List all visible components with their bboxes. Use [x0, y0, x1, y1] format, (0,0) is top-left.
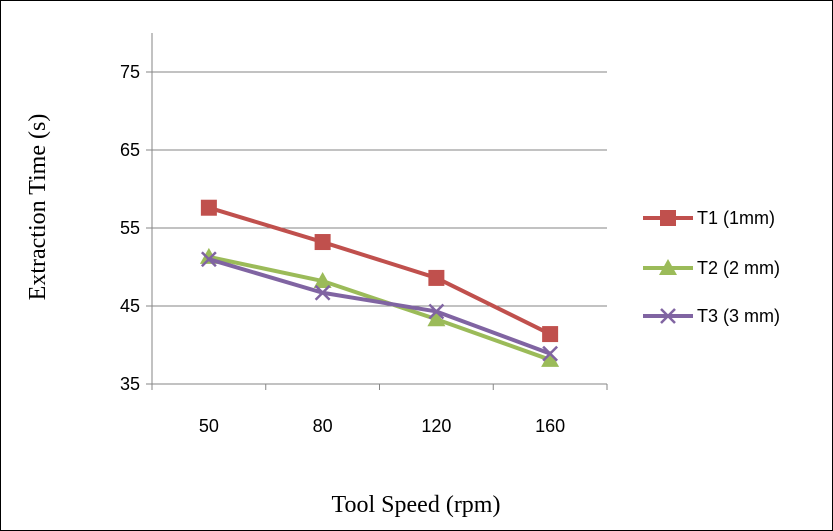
gridlines	[152, 71, 607, 385]
axis-ticks	[146, 71, 608, 390]
series-line	[208, 205, 552, 336]
x-tick-label: 80	[313, 416, 333, 436]
data-point	[428, 303, 445, 320]
x-tick-label: 160	[535, 416, 565, 436]
data-point	[541, 350, 560, 367]
y-tick-label: 55	[120, 218, 140, 238]
data-point	[427, 310, 446, 327]
x-axis-title: Tool Speed (rpm)	[332, 492, 501, 518]
y-tick-label: 35	[120, 374, 140, 394]
x-tick-labels: 50 80 120 160	[199, 416, 565, 436]
series-3	[200, 251, 559, 362]
x-tick-label: 120	[421, 416, 451, 436]
legend-item: T1 (1mm)	[643, 208, 775, 228]
series-2	[199, 247, 560, 367]
legend-item: T3 (3 mm)	[643, 306, 780, 326]
legend-label: T2 (2 mm)	[697, 258, 780, 278]
data-point	[200, 251, 217, 268]
legend-item: T2 (2 mm)	[643, 258, 780, 278]
y-tick-label: 45	[120, 296, 140, 316]
legend-label: T3 (3 mm)	[697, 306, 780, 326]
data-point	[542, 326, 559, 343]
data-point	[428, 269, 445, 286]
y-tick-label: 65	[120, 140, 140, 160]
series-layer	[199, 199, 560, 367]
data-point	[314, 234, 331, 251]
series-1	[200, 199, 559, 343]
legend: T1 (1mm) T2 (2 mm) T3 (3 mm)	[643, 208, 780, 326]
legend-label: T1 (1mm)	[697, 208, 775, 228]
data-point	[200, 199, 217, 216]
legend-marker	[659, 259, 677, 275]
legend-marker	[660, 308, 676, 324]
data-point	[542, 345, 559, 362]
legend-marker	[660, 210, 676, 226]
data-point	[313, 272, 332, 289]
data-point	[314, 284, 331, 301]
x-tick-label: 50	[199, 416, 219, 436]
series-line	[208, 257, 551, 356]
y-tick-label: 75	[120, 62, 140, 82]
y-axis-title: Extraction Time (s)	[25, 114, 51, 301]
y-tick-labels: 35 45 55 65 75	[120, 62, 140, 394]
